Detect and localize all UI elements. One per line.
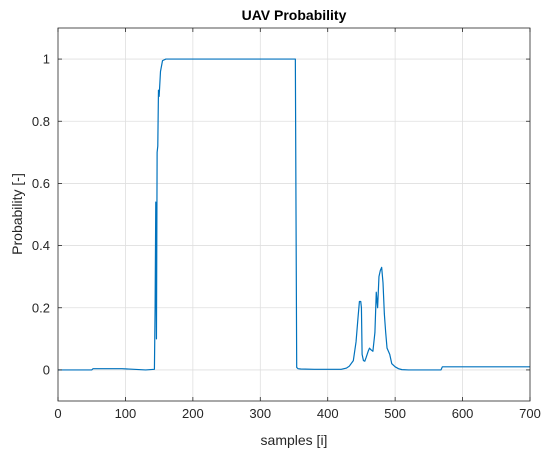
x-tick-label: 100: [115, 406, 137, 421]
x-tick-label: 300: [249, 406, 271, 421]
x-axis-label: samples [i]: [261, 432, 328, 448]
x-tick-label: 500: [384, 406, 406, 421]
plot-frame: [57, 27, 531, 402]
y-tick-label: 0.6: [32, 176, 50, 191]
ticks: 0 100 200 300 400 500 600 700 0 0.2 0.4 0.6 0.8 1: [32, 28, 541, 421]
x-tick-label: 0: [54, 406, 61, 421]
x-tick-label: 700: [519, 406, 541, 421]
series-group: [58, 58, 530, 371]
x-tick-label: 400: [317, 406, 339, 421]
y-axis-label: Probability [-]: [9, 173, 25, 255]
y-tick-label: 0.8: [32, 114, 50, 129]
y-tick-label: 0.4: [32, 238, 50, 253]
x-tick-label: 200: [182, 406, 204, 421]
plot-background: [58, 28, 530, 401]
chart-title: UAV Probability: [242, 7, 347, 23]
y-tick-label: 1: [43, 52, 50, 67]
x-tick-label: 600: [452, 406, 474, 421]
y-tick-label: 0.2: [32, 300, 50, 315]
y-tick-label: 0: [43, 362, 50, 377]
probability-line: [58, 58, 530, 371]
